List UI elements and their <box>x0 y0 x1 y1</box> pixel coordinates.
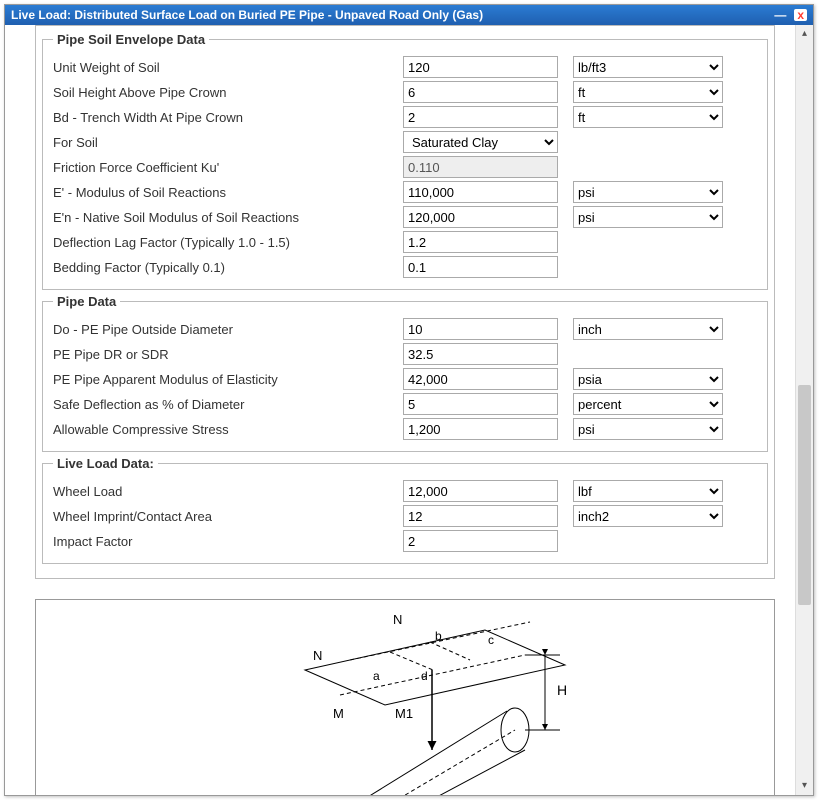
scroll-up-button[interactable]: ▴ <box>796 25 813 43</box>
diag-label-H: H <box>557 682 567 698</box>
label-en: E'n - Native Soil Modulus of Soil Reacti… <box>53 210 403 225</box>
unit-soil-height[interactable]: ft <box>573 81 723 103</box>
input-wheel[interactable] <box>403 480 558 502</box>
label-wheel: Wheel Load <box>53 484 403 499</box>
input-unit-weight[interactable] <box>403 56 558 78</box>
pipe-diagram: N N M M1 a b c d H <box>185 610 625 795</box>
input-ku <box>403 156 558 178</box>
unit-unit-weight[interactable]: lb/ft3 <box>573 56 723 78</box>
unit-stress[interactable]: psi <box>573 418 723 440</box>
label-soil-height: Soil Height Above Pipe Crown <box>53 85 403 100</box>
unit-modulus[interactable]: psia <box>573 368 723 390</box>
group-soil: Pipe Soil Envelope Data Unit Weight of S… <box>42 32 768 290</box>
unit-bd[interactable]: ft <box>573 106 723 128</box>
row-soil-height: Soil Height Above Pipe Crown ft <box>53 81 757 103</box>
row-stress: Allowable Compressive Stress psi <box>53 418 757 440</box>
row-deflection: Safe Deflection as % of Diameter percent <box>53 393 757 415</box>
scroll-thumb[interactable] <box>798 385 811 605</box>
row-bd: Bd - Trench Width At Pipe Crown ft <box>53 106 757 128</box>
row-dr: PE Pipe DR or SDR <box>53 343 757 365</box>
window-controls: — x <box>774 8 807 22</box>
label-dr: PE Pipe DR or SDR <box>53 347 403 362</box>
unit-deflection[interactable]: percent <box>573 393 723 415</box>
app-window: Live Load: Distributed Surface Load on B… <box>4 4 814 796</box>
row-lag: Deflection Lag Factor (Typically 1.0 - 1… <box>53 231 757 253</box>
unit-eprime[interactable]: psi <box>573 181 723 203</box>
input-eprime[interactable] <box>403 181 558 203</box>
unit-en[interactable]: psi <box>573 206 723 228</box>
diagram-panel: N N M M1 a b c d H <box>35 599 775 795</box>
window-title: Live Load: Distributed Surface Load on B… <box>11 8 483 22</box>
scroll-down-button[interactable]: ▾ <box>796 777 813 795</box>
label-modulus: PE Pipe Apparent Modulus of Elasticity <box>53 372 403 387</box>
row-impact: Impact Factor <box>53 530 757 552</box>
input-lag[interactable] <box>403 231 558 253</box>
diag-label-b: b <box>435 629 442 643</box>
label-eprime: E' - Modulus of Soil Reactions <box>53 185 403 200</box>
input-modulus[interactable] <box>403 368 558 390</box>
diag-label-d: d <box>421 669 428 683</box>
group-pipe-legend: Pipe Data <box>53 294 120 309</box>
label-bd: Bd - Trench Width At Pipe Crown <box>53 110 403 125</box>
diag-label-a: a <box>373 669 380 683</box>
row-ku: Friction Force Coefficient Ku' <box>53 156 757 178</box>
input-deflection[interactable] <box>403 393 558 415</box>
input-dr[interactable] <box>403 343 558 365</box>
label-deflection: Safe Deflection as % of Diameter <box>53 397 403 412</box>
row-do: Do - PE Pipe Outside Diameter inch <box>53 318 757 340</box>
form-container: Pipe Soil Envelope Data Unit Weight of S… <box>35 25 775 579</box>
row-wheel: Wheel Load lbf <box>53 480 757 502</box>
input-do[interactable] <box>403 318 558 340</box>
minimize-button[interactable]: — <box>774 8 786 22</box>
label-bedding: Bedding Factor (Typically 0.1) <box>53 260 403 275</box>
select-for-soil[interactable]: Saturated Clay <box>403 131 558 153</box>
diag-label-M1: M1 <box>395 706 413 721</box>
label-for-soil: For Soil <box>53 135 403 150</box>
label-stress: Allowable Compressive Stress <box>53 422 403 437</box>
row-bedding: Bedding Factor (Typically 0.1) <box>53 256 757 278</box>
input-bedding[interactable] <box>403 256 558 278</box>
label-ku: Friction Force Coefficient Ku' <box>53 160 403 175</box>
diag-label-N1: N <box>393 612 402 627</box>
label-impact: Impact Factor <box>53 534 403 549</box>
diag-label-M: M <box>333 706 344 721</box>
input-bd[interactable] <box>403 106 558 128</box>
group-live: Live Load Data: Wheel Load lbf Wheel Imp… <box>42 456 768 564</box>
group-pipe: Pipe Data Do - PE Pipe Outside Diameter … <box>42 294 768 452</box>
input-soil-height[interactable] <box>403 81 558 103</box>
row-en: E'n - Native Soil Modulus of Soil Reacti… <box>53 206 757 228</box>
label-lag: Deflection Lag Factor (Typically 1.0 - 1… <box>53 235 403 250</box>
input-stress[interactable] <box>403 418 558 440</box>
vertical-scrollbar[interactable]: ▴ ▾ <box>795 25 813 795</box>
form-scroll-area: Pipe Soil Envelope Data Unit Weight of S… <box>5 25 795 795</box>
diag-label-c: c <box>488 633 494 647</box>
diag-label-N2: N <box>313 648 322 663</box>
unit-imprint[interactable]: inch2 <box>573 505 723 527</box>
row-imprint: Wheel Imprint/Contact Area inch2 <box>53 505 757 527</box>
row-modulus: PE Pipe Apparent Modulus of Elasticity p… <box>53 368 757 390</box>
label-unit-weight: Unit Weight of Soil <box>53 60 403 75</box>
unit-wheel[interactable]: lbf <box>573 480 723 502</box>
row-for-soil: For Soil Saturated Clay <box>53 131 757 153</box>
row-unit-weight: Unit Weight of Soil lb/ft3 <box>53 56 757 78</box>
close-button[interactable]: x <box>794 9 807 21</box>
label-do: Do - PE Pipe Outside Diameter <box>53 322 403 337</box>
group-soil-legend: Pipe Soil Envelope Data <box>53 32 209 47</box>
input-imprint[interactable] <box>403 505 558 527</box>
input-impact[interactable] <box>403 530 558 552</box>
unit-do[interactable]: inch <box>573 318 723 340</box>
titlebar: Live Load: Distributed Surface Load on B… <box>5 5 813 25</box>
row-eprime: E' - Modulus of Soil Reactions psi <box>53 181 757 203</box>
client-area: Pipe Soil Envelope Data Unit Weight of S… <box>5 25 813 795</box>
input-en[interactable] <box>403 206 558 228</box>
label-imprint: Wheel Imprint/Contact Area <box>53 509 403 524</box>
group-live-legend: Live Load Data: <box>53 456 158 471</box>
